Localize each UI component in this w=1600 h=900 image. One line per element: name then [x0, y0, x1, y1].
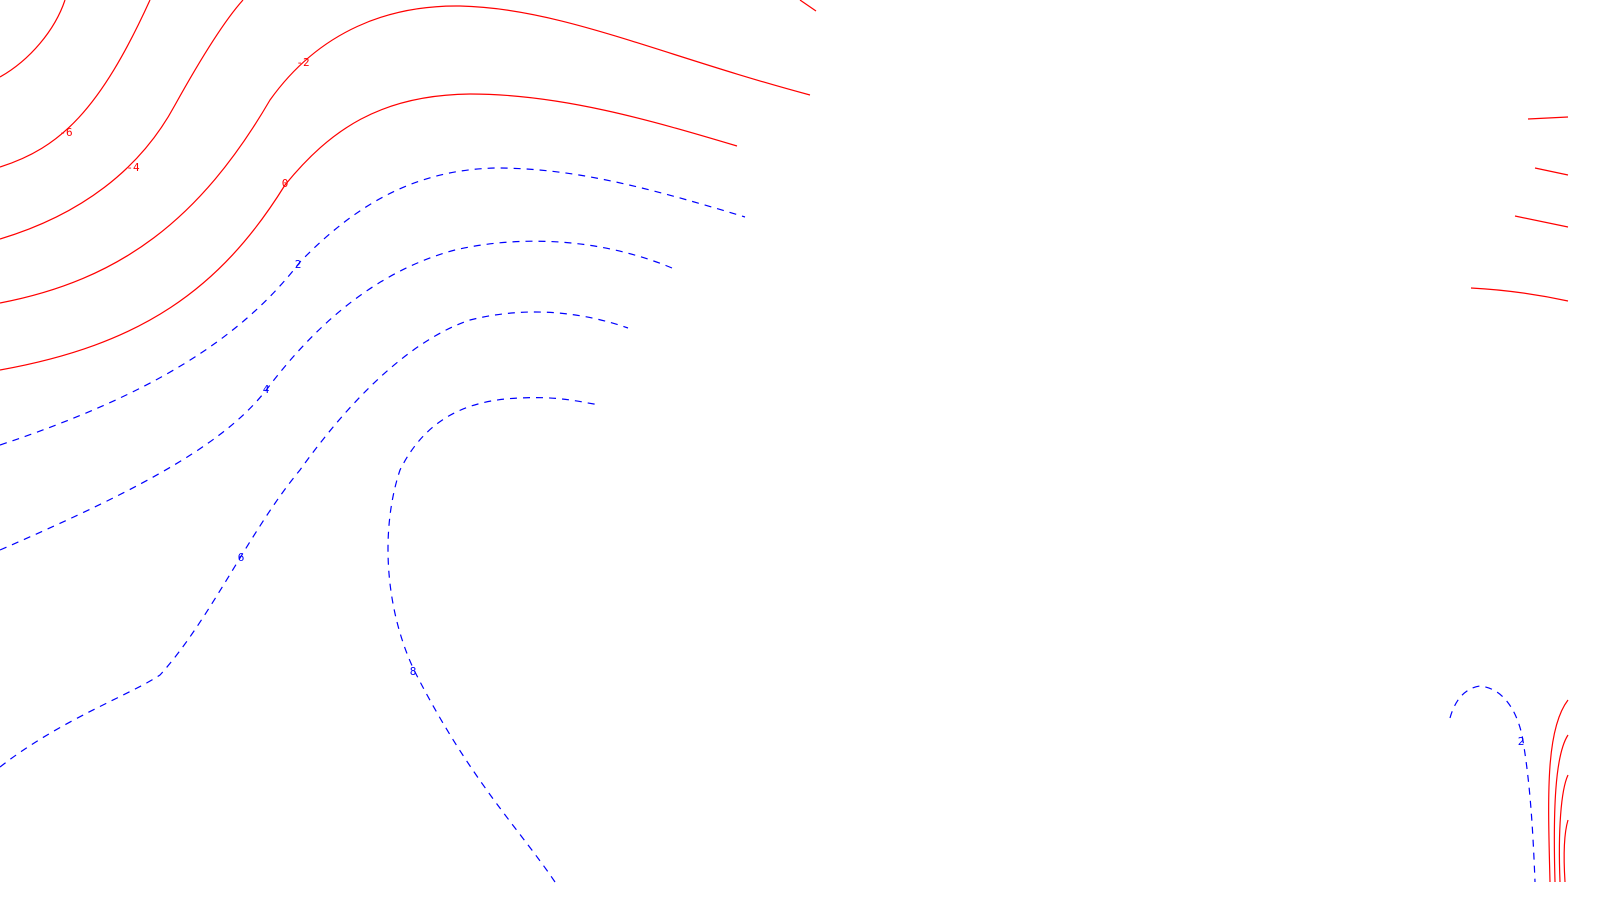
contour-line-2 — [0, 167, 746, 446]
contour-line-8 — [387, 397, 601, 883]
level-label-neg4: -4 — [126, 161, 140, 174]
level-label-neg2: -2 — [296, 56, 309, 69]
contour-line-neg2 — [0, 5, 811, 304]
contour-line-right-bottom-1 — [1548, 699, 1569, 883]
contour-line-right-4 — [1470, 287, 1569, 302]
contour-labels: -6 -4 -2 0 2 4 6 8 2 — [59, 56, 1524, 748]
level-label-6: 6 — [238, 551, 245, 564]
level-label-0: 0 — [282, 177, 289, 190]
contour-line-0 — [0, 93, 738, 371]
contour-line-right-bottom-2 — [1553, 734, 1569, 883]
contour-line-4 — [0, 240, 673, 551]
contour-line-neg6-lower — [0, 0, 151, 168]
contour-lines — [0, 0, 1569, 883]
contour-line-6 — [0, 311, 629, 768]
level-label-neg6: -6 — [59, 126, 72, 139]
contour-line-neg6 — [0, 0, 66, 78]
contour-line-neg4 — [0, 0, 244, 240]
contour-line-right-1 — [1527, 116, 1569, 120]
contour-line-right-bottom-3 — [1558, 774, 1569, 883]
contour-line-right-3 — [1514, 215, 1569, 228]
level-label-8: 8 — [410, 665, 417, 678]
level-label-2-right: 2 — [1518, 735, 1525, 748]
level-label-4: 4 — [263, 383, 270, 396]
contour-line-top-right — [799, 0, 817, 12]
contour-line-right-bottom-4 — [1563, 819, 1569, 883]
contour-line-right-2-dashed — [1449, 685, 1536, 883]
level-label-2: 2 — [295, 258, 302, 271]
contour-line-right-2 — [1534, 167, 1569, 176]
